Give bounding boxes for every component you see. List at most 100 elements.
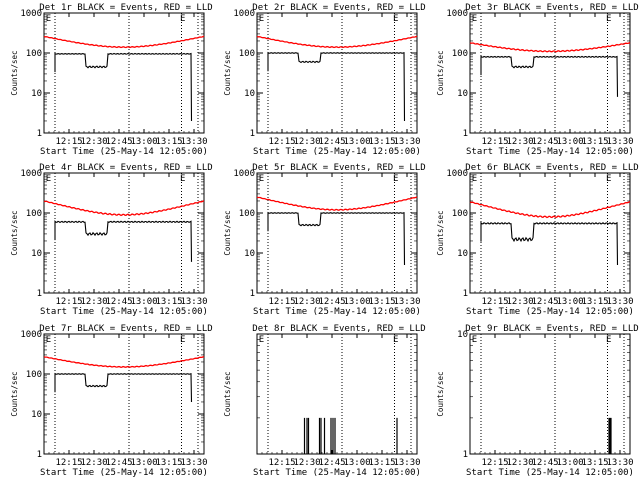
panel-6-marker-e-0: E: [472, 174, 477, 184]
panel-2-series-lld: [256, 35, 418, 49]
panel-9-title: Det 9r BLACK = Events, RED = LLD: [465, 324, 638, 334]
panel-2-xtick-label-5: 13:30: [393, 137, 420, 147]
panel-9-xtick-label-3: 13:00: [556, 458, 583, 468]
panel-8-marker-e-1: E: [393, 335, 398, 345]
panel-2-xtick-label-3: 13:00: [343, 137, 370, 147]
panel-1-xtick-label-0: 12:15: [55, 137, 82, 147]
panel-1-xtick-label-3: 13:00: [130, 137, 157, 147]
panel-1-ytick-label-2: 100: [26, 49, 42, 59]
panel-2-xtick-label-4: 13:15: [368, 137, 395, 147]
panel-5-ytick-label-1: 10: [244, 249, 255, 259]
panel-7-xtick-label-2: 12:45: [105, 458, 132, 468]
panel-1-series-events: [54, 52, 193, 122]
panel-8-ylabel: Counts/sec: [223, 371, 232, 416]
panel-7-axis-box: [43, 333, 205, 455]
panel-2-title: Det 2r BLACK = Events, RED = LLD: [252, 3, 425, 13]
panel-5-marker-e-0: E: [259, 174, 264, 184]
panel-7-xtick-label-1: 12:30: [80, 458, 107, 468]
panel-7-xtick-label-4: 13:15: [155, 458, 182, 468]
panel-2-xtick-label-2: 12:45: [318, 137, 345, 147]
panel-6-xtick-label-4: 13:15: [581, 297, 608, 307]
panel-8-xtick-label-1: 12:30: [293, 458, 320, 468]
panel-7-xtick-label-0: 12:15: [55, 458, 82, 468]
panel-2-axis-box: [256, 12, 418, 134]
panel-9-xtick-label-2: 12:45: [531, 458, 558, 468]
panel-3-ytick-label-1: 10: [457, 89, 468, 99]
panel-3-xtick-label-2: 12:45: [531, 137, 558, 147]
panel-4-marker-e-0: E: [46, 174, 51, 184]
panel-5-xtick-label-2: 12:45: [318, 297, 345, 307]
panel-3-xtick-label-4: 13:15: [581, 137, 608, 147]
panel-4-axis-box: [43, 172, 205, 294]
panel-9-ytick-label-0: 1: [463, 450, 468, 460]
panel-5-title: Det 5r BLACK = Events, RED = LLD: [252, 163, 425, 173]
panel-7-ytick-label-2: 100: [26, 370, 42, 380]
panel-6-xtick-label-0: 12:15: [481, 297, 508, 307]
panel-5-ytick-label-3: 1000: [233, 169, 255, 179]
panel-1-series-lld: [43, 35, 205, 49]
panel-9-xtick-label-1: 12:30: [506, 458, 533, 468]
panel-1-xtick-label-2: 12:45: [105, 137, 132, 147]
panel-5-xtick-label-0: 12:15: [268, 297, 295, 307]
panel-4-xtick-label-2: 12:45: [105, 297, 132, 307]
panel-1-xtick-label-1: 12:30: [80, 137, 107, 147]
panel-6-xtick-label-2: 12:45: [531, 297, 558, 307]
panel-4-ytick-label-3: 1000: [20, 169, 42, 179]
panel-1-xtick-label-5: 13:30: [180, 137, 207, 147]
panel-4-ylabel: Counts/sec: [10, 210, 19, 255]
panel-5-ytick-label-2: 100: [239, 209, 255, 219]
panel-1-marker-e-0: E: [46, 14, 51, 24]
panel-5-xtick-label-1: 12:30: [293, 297, 320, 307]
panel-7-series-lld: [43, 355, 205, 368]
panel-4-xtick-label-3: 13:00: [130, 297, 157, 307]
panel-3-xtick-label-5: 13:30: [606, 137, 633, 147]
panel-8-marker-e-0: E: [259, 335, 264, 345]
panel-5-xtick-label-5: 13:30: [393, 297, 420, 307]
panel-7-marker-e-1: E: [180, 335, 185, 345]
panel-6-title: Det 6r BLACK = Events, RED = LLD: [465, 163, 638, 173]
panel-7-ytick-label-0: 1: [37, 450, 42, 460]
panel-2-ytick-label-3: 1000: [233, 9, 255, 19]
panel-2-xlabel: Start Time (25-May-14 12:05:00): [253, 147, 421, 157]
panel-3-xtick-label-0: 12:15: [481, 137, 508, 147]
panel-9-xlabel: Start Time (25-May-14 12:05:00): [466, 468, 634, 478]
panel-6-ytick-label-0: 1: [463, 289, 468, 299]
panel-2-ylabel: Counts/sec: [223, 50, 232, 95]
panel-6-xtick-label-3: 13:00: [556, 297, 583, 307]
panel-4-xtick-label-0: 12:15: [55, 297, 82, 307]
panel-8-axis-box: [256, 333, 418, 455]
panel-8-xtick-label-5: 13:30: [393, 458, 420, 468]
panel-5-axis-box: [256, 172, 418, 294]
panel-9-marker-e-1: E: [606, 335, 611, 345]
panel-1-xtick-label-4: 13:15: [155, 137, 182, 147]
panel-9-ytick-label-1: 10: [457, 330, 468, 340]
panel-5-ytick-label-0: 1: [250, 289, 255, 299]
panel-4-ytick-label-1: 10: [31, 249, 42, 259]
panel-2-xtick-label-1: 12:30: [293, 137, 320, 147]
panel-4-ytick-label-0: 1: [37, 289, 42, 299]
panel-2-ytick-label-0: 1: [250, 129, 255, 139]
panel-3-marker-e-1: E: [606, 14, 611, 24]
panel-3-ytick-label-0: 1: [463, 129, 468, 139]
panel-3-series-events: [480, 55, 619, 97]
panel-9-marker-e-0: E: [472, 335, 477, 345]
panel-4-series-events: [54, 220, 193, 262]
panel-5-xtick-label-3: 13:00: [343, 297, 370, 307]
panel-4-title: Det 4r BLACK = Events, RED = LLD: [39, 163, 212, 173]
panel-7-xlabel: Start Time (25-May-14 12:05:00): [40, 468, 208, 478]
panel-8-xtick-label-3: 13:00: [343, 458, 370, 468]
panel-9-xtick-label-4: 13:15: [581, 458, 608, 468]
panel-1-ytick-label-0: 1: [37, 129, 42, 139]
panel-5-series-lld: [256, 196, 418, 211]
panel-3-series-lld: [469, 41, 631, 53]
panel-5-ylabel: Counts/sec: [223, 210, 232, 255]
panel-6-ytick-label-1: 10: [457, 249, 468, 259]
panel-6-ytick-label-2: 100: [452, 209, 468, 219]
panel-6-ylabel: Counts/sec: [436, 210, 445, 255]
panel-6-axis-box: [469, 172, 631, 294]
panel-3-axis-box: [469, 12, 631, 134]
panel-2-marker-e-1: E: [393, 14, 398, 24]
panel-4-ytick-label-2: 100: [26, 209, 42, 219]
panel-6-series-events: [480, 221, 619, 266]
panel-2-xtick-label-0: 12:15: [268, 137, 295, 147]
